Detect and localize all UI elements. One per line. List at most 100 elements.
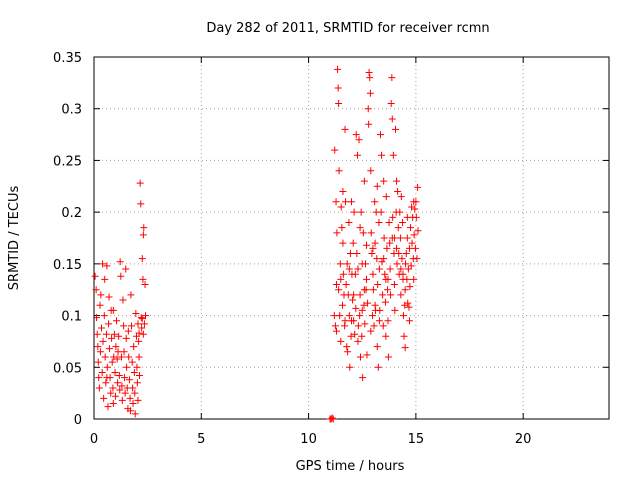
data-point bbox=[363, 241, 371, 249]
data-point bbox=[93, 314, 101, 322]
data-point bbox=[382, 275, 390, 283]
data-point bbox=[348, 198, 355, 206]
data-point bbox=[337, 275, 345, 283]
data-point bbox=[354, 337, 362, 345]
data-point bbox=[383, 244, 391, 252]
data-point bbox=[388, 74, 396, 82]
data-point bbox=[135, 372, 143, 380]
data-point bbox=[141, 281, 149, 289]
data-point bbox=[382, 332, 390, 340]
data-point bbox=[135, 353, 143, 361]
data-point bbox=[118, 382, 126, 390]
data-point bbox=[380, 234, 388, 242]
data-point bbox=[110, 330, 118, 338]
data-point bbox=[397, 193, 405, 201]
data-point bbox=[399, 218, 407, 226]
data-point bbox=[113, 317, 121, 325]
data-point bbox=[371, 301, 379, 309]
data-point bbox=[346, 363, 354, 371]
data-point bbox=[111, 392, 119, 400]
data-point bbox=[408, 239, 416, 247]
data-point bbox=[126, 394, 134, 402]
data-point bbox=[378, 151, 386, 159]
data-point bbox=[399, 312, 407, 320]
data-point bbox=[414, 227, 422, 235]
data-point bbox=[341, 198, 349, 206]
data-point bbox=[386, 239, 394, 247]
data-point bbox=[369, 312, 377, 320]
axis-ticks bbox=[93, 56, 609, 420]
data-point bbox=[373, 182, 381, 190]
data-point bbox=[390, 281, 398, 289]
data-point bbox=[122, 334, 130, 342]
data-point bbox=[331, 322, 339, 330]
data-point bbox=[115, 332, 123, 340]
data-point bbox=[382, 193, 390, 201]
y-tick-label: 0 bbox=[74, 413, 82, 428]
data-point bbox=[118, 396, 126, 404]
data-point bbox=[98, 368, 106, 376]
x-tick-label: 10 bbox=[300, 432, 317, 447]
data-point bbox=[125, 353, 133, 361]
data-point bbox=[374, 363, 382, 371]
data-point bbox=[413, 255, 421, 263]
data-point bbox=[363, 351, 371, 359]
data-point bbox=[92, 286, 100, 294]
data-point bbox=[384, 286, 392, 294]
data-point bbox=[100, 312, 108, 320]
data-point bbox=[343, 260, 351, 268]
data-point bbox=[341, 317, 349, 325]
data-point bbox=[405, 317, 413, 325]
data-point bbox=[414, 183, 422, 191]
data-point bbox=[378, 258, 386, 266]
data-point bbox=[397, 265, 405, 273]
y-tick-label: 0.05 bbox=[53, 361, 82, 376]
data-point bbox=[114, 348, 122, 356]
data-point bbox=[401, 286, 409, 294]
data-point bbox=[135, 329, 143, 337]
data-point bbox=[100, 394, 108, 402]
data-point bbox=[339, 270, 347, 278]
data-point bbox=[394, 224, 402, 232]
data-point bbox=[345, 218, 353, 226]
data-point bbox=[361, 260, 369, 268]
data-point bbox=[108, 358, 116, 366]
data-point bbox=[391, 306, 399, 314]
x-tick-label: 15 bbox=[408, 432, 425, 447]
data-point bbox=[342, 281, 350, 289]
data-point bbox=[395, 250, 403, 258]
data-point bbox=[131, 389, 139, 397]
data-point bbox=[130, 343, 138, 351]
data-point bbox=[380, 177, 388, 185]
data-point bbox=[377, 208, 385, 216]
y-tick-label: 0.2 bbox=[61, 206, 82, 221]
x-tick-label: 0 bbox=[90, 432, 98, 447]
data-point bbox=[359, 229, 367, 237]
data-point bbox=[412, 198, 420, 206]
data-point bbox=[109, 384, 117, 392]
data-point bbox=[352, 304, 360, 312]
data-point bbox=[337, 337, 345, 345]
data-point bbox=[99, 337, 107, 345]
data-point bbox=[346, 250, 354, 258]
data-point bbox=[411, 205, 419, 213]
data-point bbox=[360, 177, 368, 185]
data-point bbox=[139, 275, 147, 283]
data-point bbox=[360, 286, 368, 294]
y-tick-label: 0.15 bbox=[53, 258, 82, 273]
data-point bbox=[373, 343, 381, 351]
y-tick-label: 0.35 bbox=[53, 51, 82, 66]
data-point bbox=[126, 407, 134, 415]
data-point bbox=[356, 291, 364, 299]
data-point bbox=[365, 120, 373, 128]
data-point bbox=[375, 265, 383, 273]
data-point bbox=[332, 281, 340, 289]
data-point bbox=[374, 281, 382, 289]
data-point bbox=[367, 327, 375, 335]
data-point bbox=[128, 322, 136, 330]
data-point bbox=[119, 296, 127, 304]
data-point bbox=[356, 312, 364, 320]
data-point bbox=[355, 136, 363, 144]
